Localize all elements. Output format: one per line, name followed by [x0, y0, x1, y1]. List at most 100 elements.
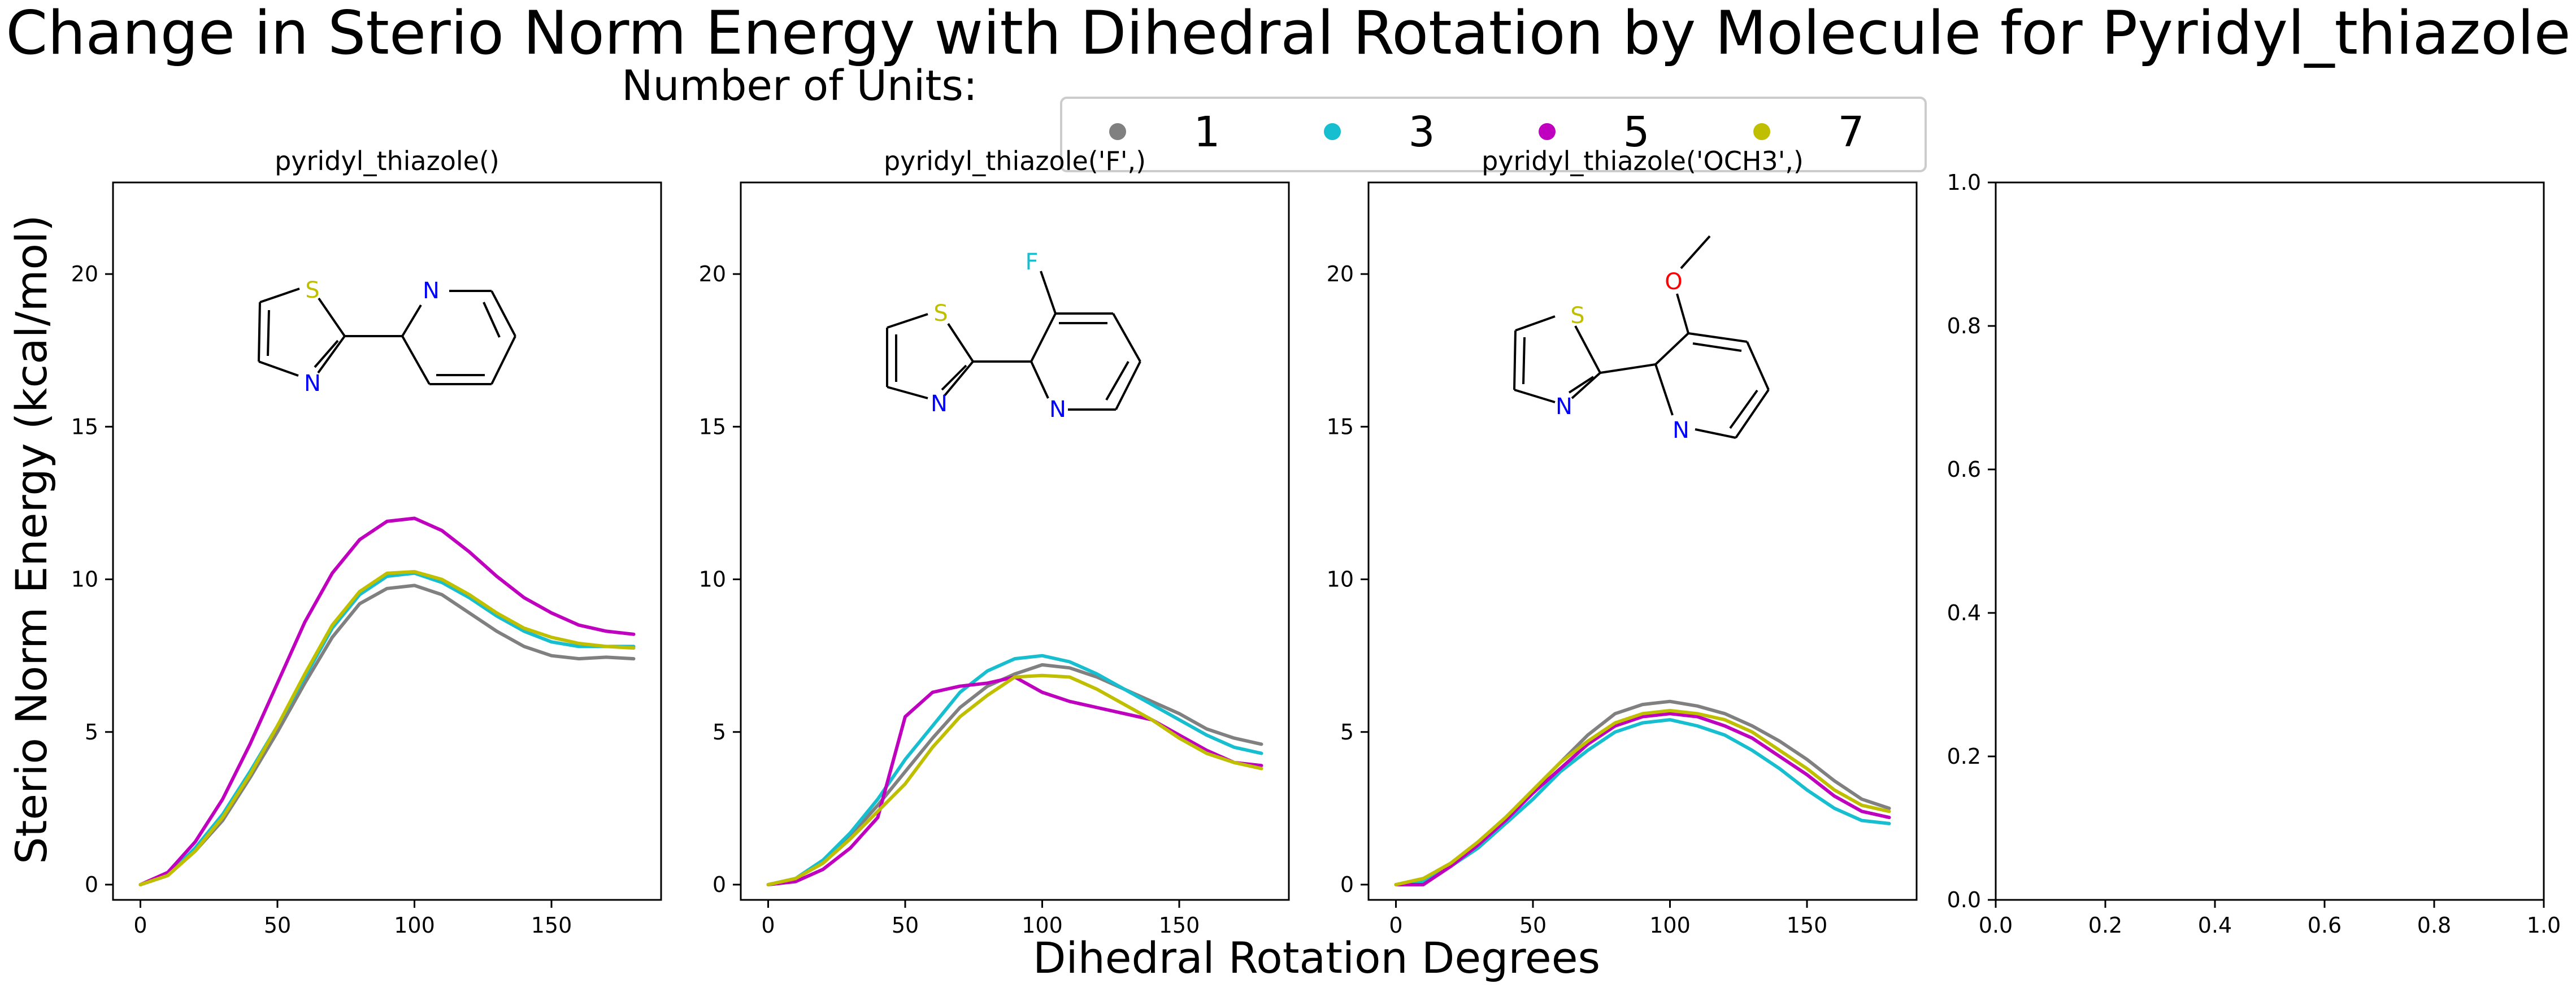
x-tick-label: 100	[394, 913, 435, 938]
series-line-1	[138, 584, 636, 886]
x-tick-label: 0.8	[2417, 913, 2451, 938]
y-tick-label: 5	[85, 720, 98, 745]
legend-title: Number of Units:	[622, 62, 978, 110]
x-tick-label: 1.0	[2527, 913, 2561, 938]
molecule-labels-3: O S N N	[1556, 269, 1689, 443]
x-tick-label: 50	[892, 913, 919, 938]
series-line-5	[766, 675, 1263, 886]
atom-label: O	[1665, 269, 1682, 295]
x-axis-label: Dihedral Rotation Degrees	[1033, 933, 1600, 983]
y-tick-label: 0.6	[1947, 457, 1981, 482]
atom-label: N	[1049, 397, 1066, 423]
series-line-3	[1394, 718, 1891, 886]
legend-label: 1	[1193, 108, 1220, 156]
y-axis-label: Sterio Norm Energy (kcal/mol)	[6, 215, 57, 864]
series-line-7	[1394, 708, 1891, 886]
series-line-3	[138, 571, 636, 886]
x-tick-label: 100	[1649, 913, 1691, 938]
atom-label: N	[423, 278, 440, 304]
series-line-7	[766, 673, 1263, 886]
subplot-4: 0.0 0.2 0.4 0.6 0.8 1.0 0.0 0.2 0.4 0.6 0.8 1.0	[1947, 170, 2561, 938]
series-line-3	[766, 654, 1263, 886]
subplot-title: pyridyl_thiazole('F',)	[884, 146, 1146, 176]
y-tick-label: 10	[71, 567, 98, 592]
y-tick-label: 5	[1340, 720, 1354, 745]
y-tick-label: 15	[71, 414, 98, 439]
atom-label: N	[931, 391, 948, 417]
molecule-drawing-1	[258, 288, 516, 385]
molecule-drawing-3	[1513, 235, 1770, 439]
legend-label: 7	[1837, 108, 1864, 156]
axes-frame	[1367, 181, 1918, 901]
legend-entry-3: 3	[1324, 108, 1435, 156]
x-tick-label: 0.6	[2308, 913, 2342, 938]
subplot-3: 0 50 100 150 0 5 10 15 20 pyridyl_thiazole('OCH3'…	[1327, 146, 1918, 938]
y-tick-label: 15	[1327, 414, 1354, 439]
series-line-7	[138, 570, 636, 886]
x-tick-label: 150	[1159, 913, 1200, 938]
x-tick-label: 0.2	[2088, 913, 2122, 938]
axes-frame	[1995, 181, 2545, 901]
x-tick-label: 50	[264, 913, 291, 938]
subplot-1: 0 50 100 150 0 5 10 15 20 pyridyl_thiazole()	[71, 146, 662, 938]
x-tick-label: 150	[1787, 913, 1828, 938]
x-tick-label: 0	[133, 913, 147, 938]
atom-label: F	[1025, 249, 1038, 275]
legend-label: 3	[1408, 108, 1435, 156]
series-line-1	[766, 663, 1263, 886]
molecule-labels-2: F S N N	[931, 249, 1066, 423]
x-tick-label: 150	[531, 913, 572, 938]
atom-label: N	[304, 371, 321, 397]
figure-title: Change in Sterio Norm Energy with Dihedr…	[6, 0, 2571, 68]
y-tick-label: 10	[1327, 567, 1354, 592]
molecule-drawing-2	[886, 271, 1141, 411]
y-tick-label: 0.0	[1947, 887, 1981, 912]
legend-entries: 1 3 5 7	[1109, 108, 1865, 156]
subplot-2: 0 50 100 150 0 5 10 15 20 pyridyl_thiazole('F',)	[699, 146, 1290, 938]
x-tick-label: 100	[1022, 913, 1063, 938]
y-tick-label: 0	[1340, 872, 1354, 897]
legend-marker	[1109, 123, 1126, 140]
y-tick-label: 0	[713, 872, 726, 897]
y-tick-label: 20	[699, 262, 726, 286]
axes-frame	[740, 181, 1290, 901]
legend-entry-7: 7	[1753, 108, 1865, 156]
y-tick-label: 0.8	[1947, 314, 1981, 338]
series-line-5	[1394, 712, 1891, 886]
x-tick-label: 0.4	[2198, 913, 2232, 938]
series-line-5	[138, 516, 636, 886]
legend-label: 5	[1623, 108, 1649, 156]
x-tick-label: 0	[761, 913, 775, 938]
legend-entry-5: 5	[1539, 108, 1650, 156]
y-tick-label: 20	[71, 262, 98, 286]
subplot-title: pyridyl_thiazole()	[275, 146, 499, 176]
legend: Number of Units: 1 3 5 7	[622, 62, 1927, 172]
atom-label: S	[933, 301, 948, 327]
y-tick-label: 0.4	[1947, 600, 1981, 625]
subplot-title: pyridyl_thiazole('OCH3',)	[1482, 146, 1804, 176]
atom-label: S	[1570, 303, 1584, 329]
y-tick-label: 0	[85, 872, 98, 897]
legend-frame	[1060, 97, 1927, 172]
y-tick-label: 5	[713, 720, 726, 745]
atom-label: N	[1673, 417, 1689, 443]
axes-frame	[112, 181, 662, 901]
atom-label: N	[1556, 394, 1572, 420]
x-tick-label: 50	[1519, 913, 1547, 938]
y-tick-label: 1.0	[1947, 170, 1981, 195]
series-line-1	[1394, 699, 1891, 886]
legend-marker	[1753, 123, 1770, 140]
x-tick-label: 0	[1389, 913, 1402, 938]
legend-marker	[1539, 123, 1556, 140]
y-tick-label: 20	[1327, 262, 1354, 286]
molecule-labels-1: S N N	[304, 277, 440, 397]
legend-entry-1: 1	[1109, 108, 1220, 156]
atom-label: S	[305, 277, 319, 303]
x-tick-label: 0.0	[1979, 913, 2013, 938]
y-tick-label: 10	[699, 567, 726, 592]
y-tick-label: 0.2	[1947, 744, 1981, 769]
y-tick-label: 15	[699, 414, 726, 439]
legend-marker	[1324, 123, 1341, 140]
